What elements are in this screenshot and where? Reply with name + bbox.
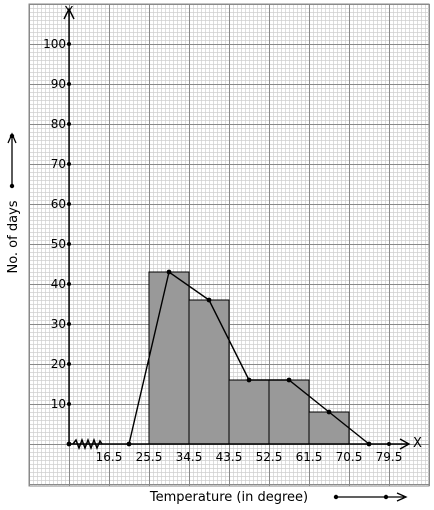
y-tick-label-70: 70 [51, 157, 66, 171]
polygon-point-1 [126, 441, 132, 447]
x-tick-label-61-5: 61.5 [296, 450, 323, 464]
y-tick-dot-70 [67, 162, 71, 166]
y-tick-label-100: 100 [43, 37, 66, 51]
y-tick-dot-20 [67, 362, 71, 366]
y-tick-label-50: 50 [51, 237, 66, 251]
polygon-point-6 [326, 409, 332, 415]
y-tick-label-10: 10 [51, 397, 66, 411]
y-tick-dot-80 [67, 122, 71, 126]
polygon-point-5 [286, 377, 292, 383]
histogram-bar-1 [148, 271, 190, 445]
histogram-bar-2 [188, 299, 230, 445]
polygon-point-7 [366, 441, 372, 447]
axis-break-zigzag [72, 437, 103, 451]
x-tick-label-16-5: 16.5 [96, 450, 123, 464]
y-tick-dot-10 [67, 402, 71, 406]
x-axis-arrowhead [399, 438, 411, 450]
y-tick-dot-30 [67, 322, 71, 326]
x-tick-label-79-5: 79.5 [376, 450, 403, 464]
frequency-polygon [126, 269, 372, 447]
x-axis-direction-arrow [333, 492, 408, 502]
y-tick-dot-90 [67, 82, 71, 86]
axes [63, 7, 411, 451]
x-axis-end-dot [387, 442, 391, 446]
y-tick-dot-40 [67, 282, 71, 286]
x-axis-label: Temperature (in degree) [149, 490, 308, 505]
y-axis-label: No. of days [6, 200, 21, 273]
y-tick-label-20: 20 [51, 357, 66, 371]
y-tick-label-90: 90 [51, 77, 66, 91]
y-tick-dot-60 [67, 202, 71, 206]
x-tick-label-43-5: 43.5 [216, 450, 243, 464]
y-tick-label-80: 80 [51, 117, 66, 131]
y-tick-label-40: 40 [51, 277, 66, 291]
y-tick-label-60: 60 [51, 197, 66, 211]
y-axis-direction-arrow [7, 132, 17, 189]
polygon-point-4 [246, 377, 252, 383]
x-tick-label-52-5: 52.5 [256, 450, 283, 464]
x-tick-label-25-5: 25.5 [136, 450, 163, 464]
y-tick-dot-50 [67, 242, 71, 246]
histogram-bar-5 [308, 411, 350, 445]
histogram-bar-3 [228, 379, 270, 445]
x-axis-letter: X [413, 436, 422, 451]
y-axis-arrowhead [63, 7, 75, 20]
polygon-point-2 [166, 269, 172, 275]
y-tick-label-30: 30 [51, 317, 66, 331]
histogram-bar-4 [268, 379, 310, 445]
polygon-point-3 [206, 297, 212, 303]
x-tick-label-34-5: 34.5 [176, 450, 203, 464]
x-tick-label-70-5: 70.5 [336, 450, 363, 464]
tick-labels: 10 20 30 40 50 60 70 80 90 100 16.5 25.5 34.5 43.5 52.… [43, 37, 402, 464]
y-tick-dot-100 [67, 42, 71, 46]
origin-point [66, 441, 72, 447]
y-axis-letter: Y [64, 5, 73, 20]
